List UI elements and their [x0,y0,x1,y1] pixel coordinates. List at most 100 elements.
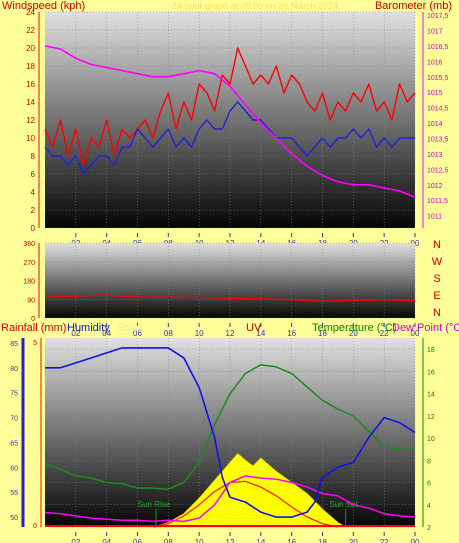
compass-label: W [432,256,443,268]
dir-xtick-label: 20 [349,329,358,338]
wind-y-label: 6 [31,170,36,179]
dir-xtick-label: 18 [318,329,327,338]
dewpoint-line [44,475,416,523]
humidity-y-label: 50 [10,515,18,522]
rain-y-label: 0 [33,523,37,530]
sunrise-label: Sun Rise [138,500,171,509]
temp-xtick-label: 18 [318,538,327,543]
dir-y-label: 90 [27,297,35,304]
temp-xtick-label: 22 [380,538,389,543]
avg-wind-line [44,101,415,175]
gust-line [44,47,416,166]
dir-xtick-label: 06 [133,329,142,338]
temp-xtick-label: 10 [195,538,204,543]
uv-line [152,480,339,528]
temperature-label: Temperature (°C) [312,322,396,334]
temp-y-label: 8 [427,458,431,465]
wind-y-label: 12 [26,116,35,125]
solar-label: Solar [117,322,143,334]
wind-y-label: 22 [26,26,35,35]
barometer-y-label: 1017 [427,29,443,36]
humidity-y-label: 75 [10,391,18,398]
temp-xtick-label: 00 [411,538,420,543]
humidity-y-label: 85 [10,341,18,348]
temperature-line [44,363,415,490]
temp-y-label: 12 [427,414,435,421]
pressure-line [44,45,416,198]
wind-y-label: 24 [26,8,35,17]
dir-y-label: 0 [31,316,35,323]
solar-area [152,453,348,528]
temp-xtick-label: 12 [226,538,235,543]
wind-y-label: 10 [26,134,35,143]
barometer-y-label: 1015 [427,90,443,97]
barometer-y-label: 1011,5 [427,198,448,205]
temp-y-label: 18 [427,347,435,354]
barometer-y-label: 1014,5 [427,106,449,113]
wind-xtick-label: 00 [411,239,420,248]
wind-y-label: 14 [26,98,35,107]
compass-label: N [433,307,441,319]
humidity-y-label: 80 [10,366,18,373]
sunset-label: Sun Set [329,500,358,509]
temp-xtick-label: 02 [71,538,80,543]
rain-y-label: 5 [33,340,37,347]
humidity-y-label: 60 [10,465,18,472]
temp-xtick-label: 16 [287,538,296,543]
barometer-y-label: 1014 [427,121,443,128]
dewpoint-label: Dew Point (°C) [392,322,459,334]
compass-label: S [433,273,440,285]
chart-title: 24 hour graph at 00:00 on 26 March 2024 [172,1,338,11]
dir-y-label: 360 [23,241,35,248]
dir-xtick-label: 00 [411,329,420,338]
humidity-y-label: 55 [10,490,18,497]
barometer-y-label: 1015,5 [427,75,449,82]
temp-y-label: 16 [427,369,435,376]
direction-line [44,294,416,302]
wind-y-label: 20 [26,44,35,53]
barometer-y-label: 1012 [427,183,443,190]
barometer-y-label: 1012,5 [427,167,449,174]
humidity-line [45,347,416,518]
barometer-y-label: 1013 [427,152,443,159]
uv-label: UV [246,322,262,334]
temp-y-label: 4 [427,503,431,510]
wind-y-label: 4 [31,188,36,197]
barometer-y-label: 1011 [427,214,442,221]
barometer-y-label: 1017,5 [427,13,449,20]
temp-y-label: 14 [427,392,435,399]
humidity-label: Humidity [67,322,110,334]
temp-xtick-label: 06 [133,538,142,543]
temp-xtick-label: 08 [164,538,173,543]
dir-xtick-label: 08 [164,329,173,338]
rainfall-label: Rainfall (mm) [1,322,66,334]
barometer-y-label: 1016 [427,59,443,66]
barometer-y-label: 1016,5 [427,44,449,51]
wind-y-label: 16 [26,80,35,89]
compass-label: N [433,239,441,251]
dir-xtick-label: 14 [256,329,265,338]
dir-xtick-label: 04 [102,329,111,338]
dir-y-label: 180 [23,279,35,286]
dir-xtick-label: 12 [226,329,235,338]
wind-y-label: 2 [31,206,36,215]
compass-label: E [433,290,440,302]
temp-y-label: 6 [427,481,431,488]
temp-xtick-label: 14 [256,538,265,543]
dir-xtick-label: 02 [71,329,80,338]
temp-y-label: 10 [427,436,435,443]
dir-y-label: 270 [23,260,35,267]
humidity-y-label: 65 [10,440,18,447]
humidity-y-label: 70 [10,416,18,423]
temp-y-label: 2 [427,525,431,532]
barometer-y-label: 1013,5 [427,137,449,144]
wind-y-label: 0 [31,224,36,233]
wind-y-label: 8 [31,152,36,161]
dir-xtick-label: 22 [380,329,389,338]
barometer-label: Barometer (mb) [375,0,452,12]
temp-xtick-label: 04 [102,538,111,543]
wind-y-label: 18 [26,62,35,71]
dir-xtick-label: 10 [195,329,204,338]
windspeed-label: Windspeed (kph) [2,0,85,12]
